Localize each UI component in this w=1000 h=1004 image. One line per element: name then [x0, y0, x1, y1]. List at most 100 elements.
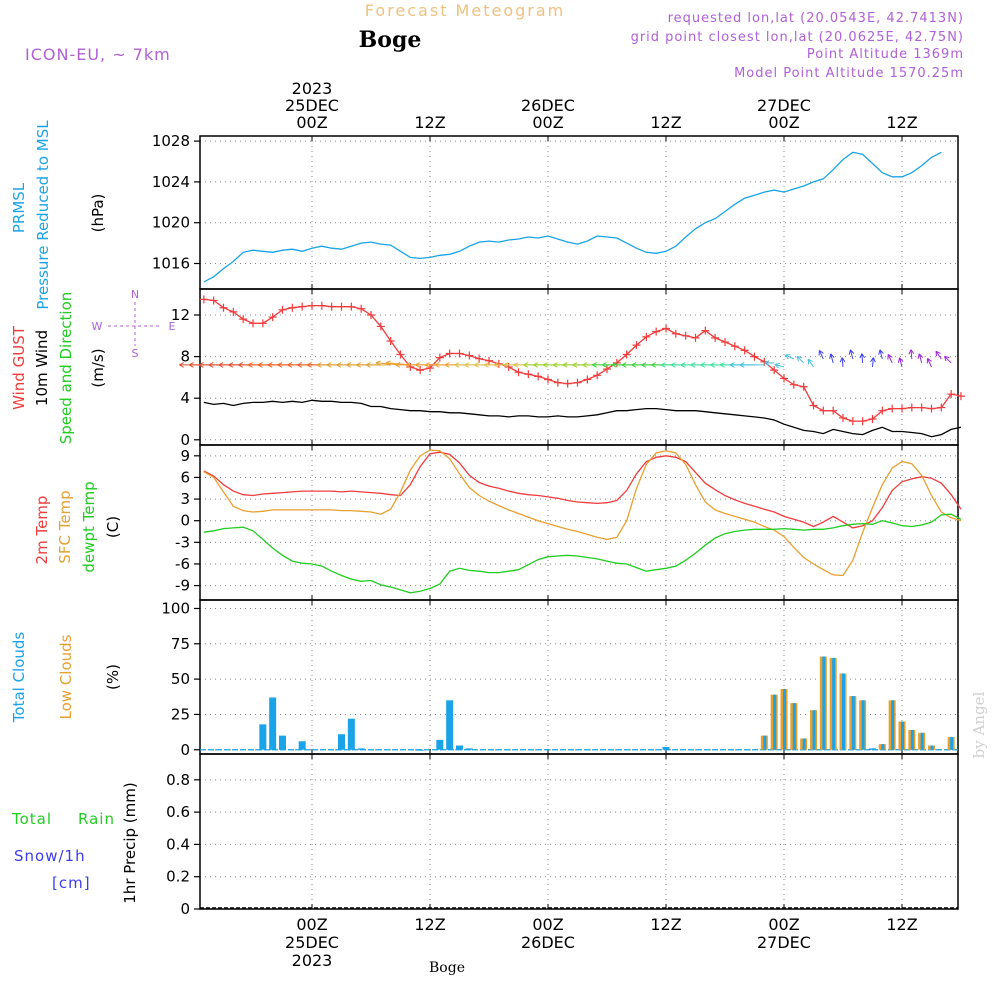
wind-arrow-head [796, 355, 802, 362]
y-tick-label: 8 [180, 348, 190, 366]
y-tick-label: 6 [180, 468, 190, 486]
series-line [203, 298, 962, 422]
wind-arrow-head [542, 362, 548, 368]
gust-marker [337, 302, 346, 311]
gust-marker [484, 356, 493, 365]
gust-marker [927, 404, 936, 413]
total-cloud-bar [812, 710, 816, 750]
wind-arrow-head [464, 362, 470, 368]
panel-frame [199, 288, 959, 446]
wind-arrow-head [839, 357, 846, 363]
wind-arrow-head [415, 362, 420, 368]
x-bottom-label: 00Z [768, 915, 799, 934]
wind-arrow [785, 354, 795, 360]
wind-arrow [841, 357, 844, 367]
gust-marker [848, 417, 857, 426]
wind-arrow [910, 349, 913, 359]
total-cloud-bar [920, 732, 924, 750]
wind-arrow-head [641, 362, 647, 368]
total-cloud-bar [446, 700, 454, 750]
gust-marker [809, 401, 818, 410]
meteogram-title: Forecast Meteogram [365, 1, 565, 20]
wind-arrow-head [483, 362, 489, 368]
gust-marker [730, 342, 739, 351]
wind-arrow-head [784, 354, 791, 360]
wind-arrow [830, 353, 834, 364]
wind-arrow-head [690, 362, 696, 368]
total-cloud-bar [279, 735, 287, 750]
gust-marker [416, 366, 425, 375]
x-bottom-label: 12Z [414, 915, 445, 934]
wind-arrow [944, 355, 952, 364]
pressure-unit-label: (hPa) [89, 194, 107, 233]
compass-s: S [132, 347, 139, 360]
wind-arrow-head [859, 353, 866, 359]
gust-marker [406, 363, 415, 371]
gust-marker [455, 349, 464, 358]
wind-arrow-head [818, 350, 824, 356]
wind-arrow-head [503, 362, 509, 368]
speed-direction-label: Speed and Direction [57, 292, 75, 445]
x-bottom-label: 00Z [296, 915, 327, 934]
wind-arrow-head [326, 362, 332, 368]
wind-arrow-head [878, 349, 884, 355]
wind-arrow-head [926, 358, 932, 364]
pressure-labels: PRMSL Pressure Reduced to MSL (hPa) [10, 120, 107, 310]
gust-marker [602, 365, 611, 374]
compass-rose: N S W E [92, 288, 176, 360]
snow-label: Snow/1h [14, 847, 86, 865]
y-tick-label: 50 [171, 670, 190, 688]
total-cloud-bar [357, 748, 365, 750]
gust-marker [534, 372, 543, 381]
wind-arrow-head [944, 355, 950, 362]
wind-arrow-head [444, 362, 450, 368]
compass-n: N [131, 288, 139, 301]
credit: by Angel [970, 691, 988, 758]
wind-arrow-head [513, 362, 519, 368]
wind-arrow-head [739, 362, 745, 368]
x-top-label: 12Z [650, 113, 681, 132]
gust-marker [386, 337, 395, 345]
gust-marker [740, 346, 749, 355]
model-label: ICON-EU, ~ 7km [25, 45, 171, 64]
gust-marker [888, 404, 897, 413]
wind-arrow-head [582, 362, 588, 368]
gust-marker [268, 313, 277, 322]
y-tick-label: 1020 [152, 214, 190, 232]
gust-marker [553, 378, 562, 387]
wind-arrow-head [601, 362, 607, 368]
wind-arrow-head [887, 354, 893, 360]
total-cloud-bar [269, 697, 277, 750]
wind-arrow-head [405, 362, 411, 368]
gust-marker [543, 375, 552, 384]
gust-marker [563, 379, 572, 388]
wind-arrow-head [848, 349, 855, 355]
gust-marker [819, 406, 828, 415]
total-cloud-bar [891, 700, 895, 750]
wind-arrow-head [523, 362, 529, 368]
wind-arrow-head [218, 362, 224, 368]
wind-arrow-head [297, 362, 302, 368]
series-line [203, 449, 962, 577]
gust-marker [357, 304, 366, 313]
wind-arrow-head [198, 362, 204, 368]
wind-arrow [927, 358, 932, 368]
total-cloud-bar [832, 657, 836, 750]
wind-arrow-head [287, 362, 293, 368]
wind-arrow [879, 349, 883, 360]
y-tick-label: -6 [175, 555, 190, 573]
gust-marker [937, 403, 946, 412]
total-cloud-bar [851, 696, 855, 750]
gust-marker [258, 319, 267, 328]
wind-arrow-head [257, 362, 263, 368]
total-cloud-bar [773, 694, 777, 750]
precip-unit-label: 1hr Precip (mm) [121, 782, 139, 903]
total-cloud-bar [792, 703, 796, 750]
x-bottom-label: 12Z [650, 915, 681, 934]
total-cloud-bar [841, 673, 845, 750]
wind-arrow [796, 355, 805, 364]
gust-marker [770, 366, 779, 375]
y-tick-label: 4 [180, 389, 190, 407]
wind-arrow-head [179, 362, 184, 368]
